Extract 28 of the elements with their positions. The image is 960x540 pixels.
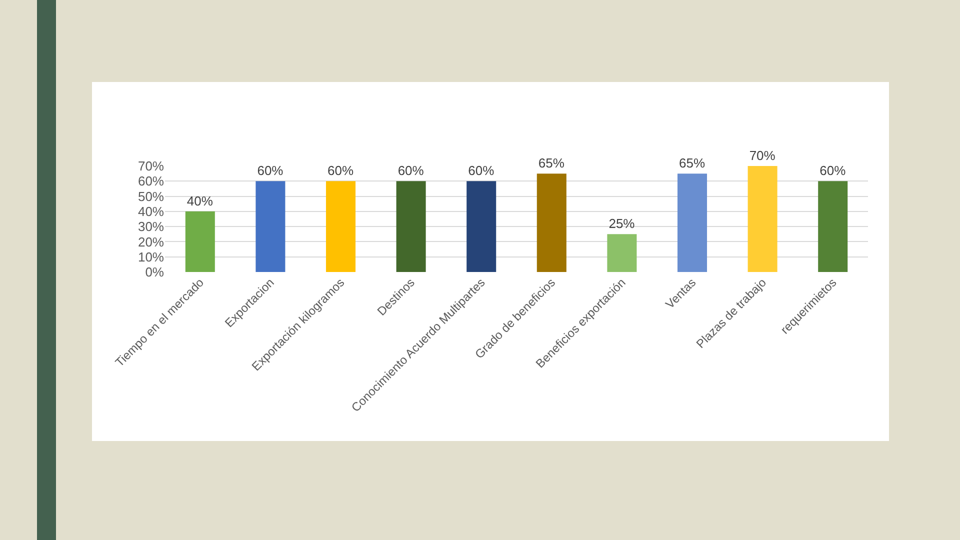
data-label: 25% <box>608 216 636 232</box>
data-label: 60% <box>257 163 284 178</box>
bar <box>748 166 778 272</box>
bar <box>185 211 215 272</box>
data-label: 40% <box>186 193 214 208</box>
data-label: 60% <box>328 163 354 178</box>
bar <box>466 181 496 272</box>
data-label: 70% <box>749 148 776 163</box>
data-label: 65% <box>538 156 565 171</box>
data-label: 60% <box>398 163 424 178</box>
y-tick-label: 40% <box>138 204 164 219</box>
bar <box>396 181 426 272</box>
bar <box>536 174 566 272</box>
bar <box>326 181 356 272</box>
y-tick-label: 20% <box>138 234 164 250</box>
y-tick-label: 30% <box>138 219 164 234</box>
bar <box>677 174 708 272</box>
data-label: 60% <box>468 163 495 178</box>
y-tick-label: 10% <box>138 249 164 264</box>
bar <box>818 181 848 272</box>
data-label: 60% <box>820 163 846 178</box>
y-tick-label: 70% <box>138 158 164 174</box>
bar <box>607 234 637 272</box>
bar <box>256 181 286 272</box>
y-tick-label: 0% <box>145 264 164 280</box>
y-tick-label: 50% <box>138 188 164 204</box>
data-label: 65% <box>679 156 706 171</box>
y-tick-label: 60% <box>138 174 164 189</box>
